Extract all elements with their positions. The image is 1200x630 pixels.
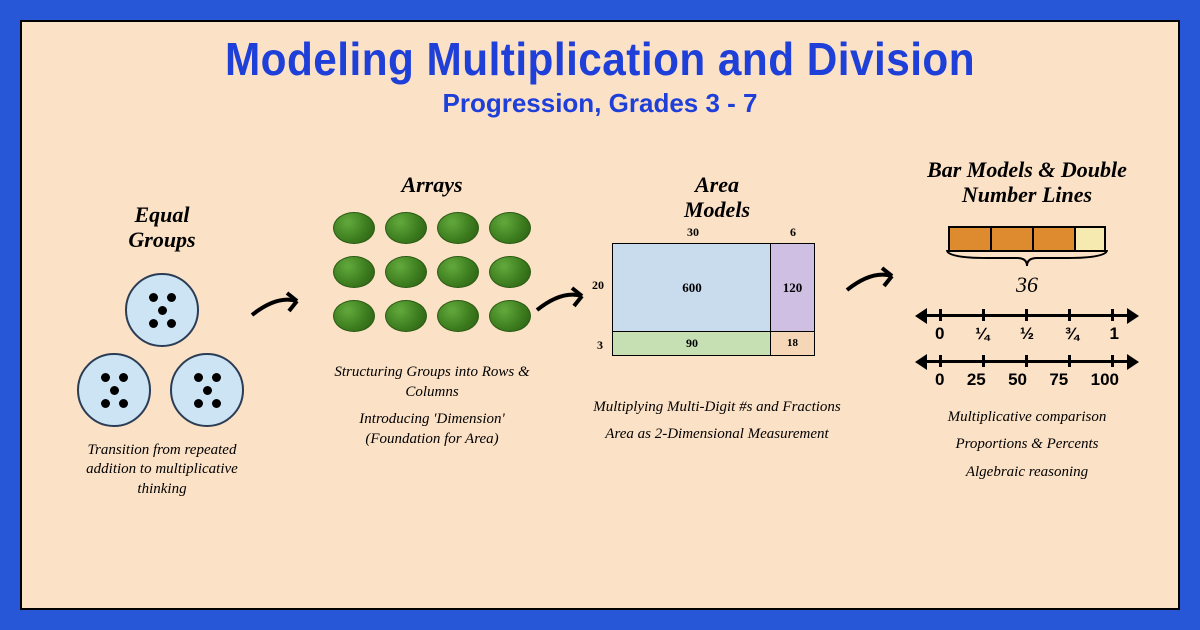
caption-bar-1: Multiplicative comparison <box>902 408 1152 428</box>
area-model-visual: 30 6 20 3 600 120 90 18 <box>612 243 822 373</box>
brace-value: 36 <box>902 272 1152 298</box>
number-line-1: 0 ¼ ½ ¾ 1 <box>917 308 1137 334</box>
arrow-icon <box>247 287 317 327</box>
caption-bar-2: Proportions & Percents <box>902 435 1152 455</box>
area-cell-main: 600 <box>612 243 772 333</box>
caption-equal-groups: Transition from repeated addition to mul… <box>62 441 262 500</box>
bar-segment <box>1074 226 1106 252</box>
bar-segment <box>948 226 992 252</box>
stage-title-equal-groups: EqualGroups <box>62 202 262 253</box>
bar-segment <box>1032 226 1076 252</box>
caption-area-1: Multiplying Multi-Digit #s and Fractions <box>592 398 842 418</box>
stage-area-models: AreaModels 30 6 20 3 600 120 90 18 Multi… <box>592 172 842 445</box>
area-cell-right: 120 <box>770 243 815 333</box>
group-circle <box>77 353 151 427</box>
area-cell-corner: 18 <box>770 331 815 356</box>
stage-bar-models: Bar Models & Double Number Lines 36 0 ¼ … <box>902 157 1152 482</box>
number-line-2: 0 25 50 75 100 <box>917 354 1137 380</box>
stage-title-arrays: Arrays <box>322 172 542 197</box>
caption-area-2: Area as 2-Dimensional Measurement <box>592 425 842 445</box>
group-circle <box>125 273 199 347</box>
caption-arrays-1: Structuring Groups into Rows & Columns <box>322 363 542 402</box>
stage-title-bar-models: Bar Models & Double Number Lines <box>902 157 1152 208</box>
caption-bar-3: Algebraic reasoning <box>902 463 1152 483</box>
array-visual <box>322 212 542 338</box>
area-cell-bottom: 90 <box>612 331 772 356</box>
infographic-canvas: Modeling Multiplication and Division Pro… <box>20 20 1180 610</box>
main-title: Modeling Multiplication and Division <box>68 32 1132 86</box>
stage-equal-groups: EqualGroups Transition from repeated add… <box>62 202 262 499</box>
group-circle <box>170 353 244 427</box>
bar-segment <box>990 226 1034 252</box>
equal-groups-visual <box>62 263 262 433</box>
subtitle: Progression, Grades 3 - 7 <box>22 88 1178 119</box>
stage-title-area-models: AreaModels <box>592 172 842 223</box>
caption-arrays-2: Introducing 'Dimension' (Foundation for … <box>322 410 542 449</box>
stage-arrays: Arrays Structuring Groups into Rows & Co… <box>322 172 542 449</box>
